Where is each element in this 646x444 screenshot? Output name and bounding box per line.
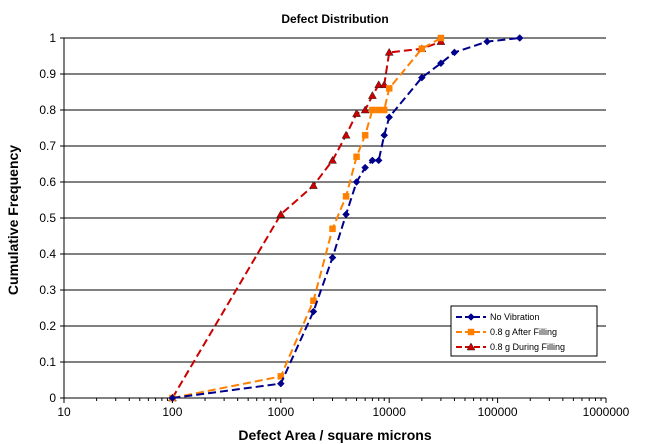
x-tick-label: 100	[162, 405, 182, 419]
data-point	[437, 34, 445, 42]
chart-title: Defect Distribution	[281, 12, 388, 26]
legend-label: No Vibration	[490, 312, 539, 322]
data-point	[384, 47, 394, 56]
data-point	[437, 59, 445, 68]
legend-label: 0.8 g During Filling	[490, 342, 565, 352]
y-tick-label: 0.9	[39, 67, 56, 81]
data-point	[361, 163, 370, 172]
data-point	[342, 193, 350, 200]
data-point	[375, 106, 382, 114]
data-point	[367, 91, 377, 99]
data-point	[360, 105, 370, 114]
data-point	[168, 394, 177, 402]
data-point	[341, 130, 351, 139]
y-tick-label: 0.6	[39, 175, 56, 189]
y-tick-label: 0.8	[39, 103, 56, 117]
y-tick-label: 0.3	[39, 283, 56, 297]
data-point	[352, 178, 361, 186]
series-2	[167, 37, 446, 402]
y-tick-label: 1	[49, 31, 56, 45]
y-axis-title: Cumulative Frequency	[5, 145, 21, 295]
data-point	[374, 156, 383, 165]
legend-label: 0.8 g After Filling	[490, 327, 557, 337]
y-tick-label: 0.1	[39, 355, 56, 369]
x-tick-label: 1000	[267, 405, 294, 419]
y-tick-label: 0.4	[39, 247, 56, 261]
y-tick-label: 0	[49, 391, 56, 405]
data-point	[374, 80, 384, 89]
x-tick-label: 10000	[373, 405, 407, 419]
data-point	[277, 373, 285, 380]
data-point	[380, 106, 388, 114]
data-point	[369, 106, 376, 114]
y-tick-label: 0.7	[39, 139, 56, 153]
legend-marker	[467, 328, 475, 336]
data-point	[353, 153, 360, 161]
grid-lines	[64, 37, 606, 399]
legend-marker	[467, 313, 475, 321]
data-point	[329, 225, 336, 233]
axes: 0 0.1 0.2 0.3 0.4 0.5 0.6 0.7 0.8 0.9 1 10 100 1000 10…	[39, 31, 629, 419]
data-point	[309, 181, 318, 189]
x-tick-label: 100000	[478, 405, 518, 419]
legend-items: No Vibration 0.8 g After Filling 0.8 g Dur…	[456, 312, 565, 352]
legend-marker	[466, 342, 476, 351]
data-point	[483, 37, 491, 46]
data-point	[342, 210, 350, 219]
y-tick-label: 0.5	[39, 211, 56, 225]
data-point	[385, 113, 394, 122]
data-point	[417, 73, 426, 82]
data-point	[515, 34, 524, 42]
data-point	[328, 253, 337, 262]
data-point	[450, 48, 459, 57]
data-point	[418, 45, 426, 53]
data-point	[309, 307, 318, 316]
data-point	[276, 379, 285, 388]
x-tick-label: 10	[57, 405, 71, 419]
series-layer	[167, 34, 524, 402]
series-line	[171, 40, 442, 399]
data-point	[385, 85, 393, 92]
data-point	[361, 131, 369, 139]
y-tick-label: 0.2	[39, 319, 56, 333]
data-point	[380, 131, 389, 140]
x-tick-label: 1000000	[583, 405, 630, 419]
series-0	[168, 34, 524, 402]
legend: No Vibration 0.8 g After Filling 0.8 g Dur…	[450, 305, 598, 357]
data-point	[368, 156, 377, 165]
data-point	[352, 109, 361, 117]
x-axis-title: Defect Area / square microns	[238, 427, 431, 443]
data-point	[276, 209, 286, 218]
data-point	[328, 155, 337, 164]
